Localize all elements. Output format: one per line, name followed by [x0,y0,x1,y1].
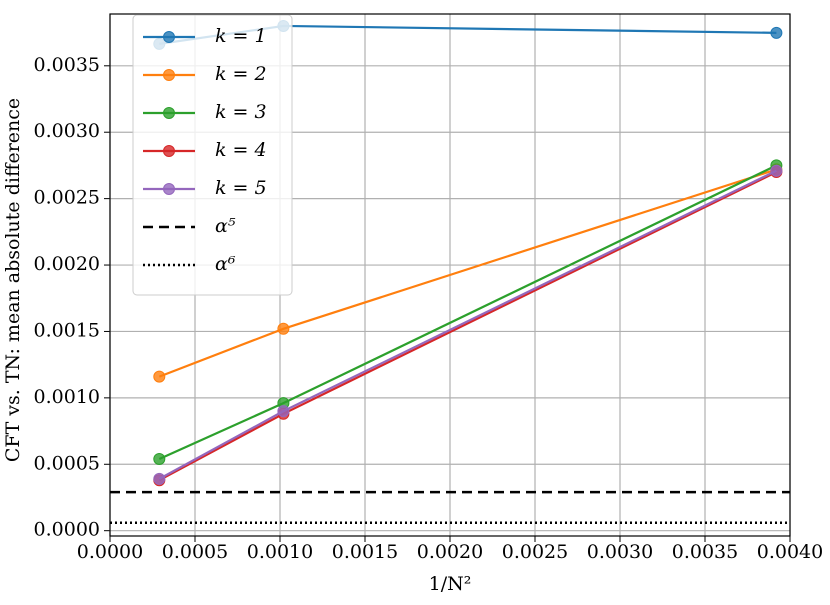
legend-marker [163,69,175,81]
legend-label: k = 4 [215,139,267,161]
point [770,164,783,177]
point [770,26,783,39]
legend-marker [163,183,175,195]
y-tick-label: 0.0020 [34,253,100,275]
legend-label: α⁵ [215,215,236,237]
legend-marker [163,31,175,43]
legend-marker [163,107,175,119]
x-axis-label: 1/N² [429,573,472,595]
legend-label: k = 1 [215,25,267,47]
x-tick-label: 0.0035 [672,541,738,563]
legend-label: k = 5 [215,177,267,199]
y-tick-label: 0.0035 [34,54,100,76]
point [153,452,166,465]
x-tick-label: 0.0030 [587,541,653,563]
y-axis-label: CFT vs. TN: mean absolute difference [2,98,24,462]
legend-marker [163,145,175,157]
plot-frame [109,13,791,537]
point [153,472,166,485]
x-tick-label: 0.0025 [502,541,568,563]
point [153,370,166,383]
x-tick-label: 0.0000 [77,541,143,563]
y-tick-label: 0.0030 [34,120,100,142]
legend-label: k = 3 [215,101,267,123]
y-tick-label: 0.0015 [34,319,100,341]
legend-box [132,14,293,296]
y-tick-label: 0.0025 [34,187,100,209]
point [277,405,290,418]
y-tick-label: 0.0005 [34,452,100,474]
x-tick-label: 0.0040 [757,541,823,563]
point [277,322,290,335]
x-tick-label: 0.0015 [332,541,398,563]
x-tick-label: 0.0005 [162,541,228,563]
legend-label: k = 2 [215,63,267,85]
x-tick-label: 0.0010 [247,541,313,563]
legend-label: α⁶ [215,253,236,275]
y-tick-label: 0.0000 [34,519,100,541]
y-tick-label: 0.0010 [34,386,100,408]
x-tick-label: 0.0020 [417,541,483,563]
